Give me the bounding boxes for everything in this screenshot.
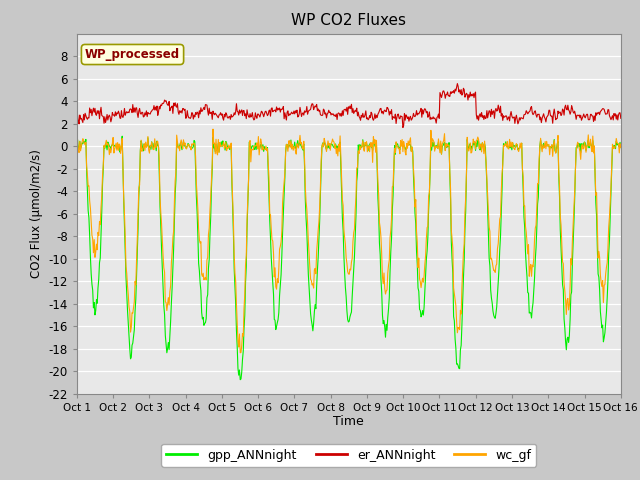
er_ANNnight: [399, 125, 407, 131]
er_ANNnight: [194, 110, 202, 116]
Text: WP_processed: WP_processed: [85, 48, 180, 61]
gpp_ANNnight: [195, 260, 202, 266]
gpp_ANNnight: [118, 133, 126, 139]
gpp_ANNnight: [73, 141, 81, 146]
gpp_ANNnight: [617, 144, 625, 150]
wc_gf: [139, 147, 147, 153]
Title: WP CO2 Fluxes: WP CO2 Fluxes: [291, 13, 406, 28]
er_ANNnight: [139, 109, 147, 115]
er_ANNnight: [617, 116, 625, 121]
gpp_ANNnight: [236, 377, 244, 383]
wc_gf: [236, 350, 244, 356]
Y-axis label: CO2 Flux (μmol/m2/s): CO2 Flux (μmol/m2/s): [30, 149, 43, 278]
er_ANNnight: [223, 111, 230, 117]
Line: wc_gf: wc_gf: [77, 129, 621, 353]
gpp_ANNnight: [433, 143, 440, 148]
er_ANNnight: [83, 115, 90, 121]
wc_gf: [417, 279, 424, 285]
er_ANNnight: [454, 81, 461, 86]
Line: gpp_ANNnight: gpp_ANNnight: [77, 136, 621, 380]
wc_gf: [194, 206, 202, 212]
er_ANNnight: [431, 117, 439, 122]
Line: er_ANNnight: er_ANNnight: [77, 84, 621, 128]
er_ANNnight: [73, 118, 81, 123]
wc_gf: [433, 144, 440, 150]
gpp_ANNnight: [140, 148, 147, 154]
Legend: gpp_ANNnight, er_ANNnight, wc_gf: gpp_ANNnight, er_ANNnight, wc_gf: [161, 444, 536, 467]
wc_gf: [209, 126, 217, 132]
wc_gf: [223, 145, 231, 151]
er_ANNnight: [416, 109, 424, 115]
gpp_ANNnight: [223, 144, 231, 149]
gpp_ANNnight: [417, 308, 424, 313]
gpp_ANNnight: [83, 168, 90, 173]
wc_gf: [83, 164, 90, 169]
wc_gf: [617, 144, 625, 150]
X-axis label: Time: Time: [333, 415, 364, 429]
wc_gf: [73, 144, 81, 150]
